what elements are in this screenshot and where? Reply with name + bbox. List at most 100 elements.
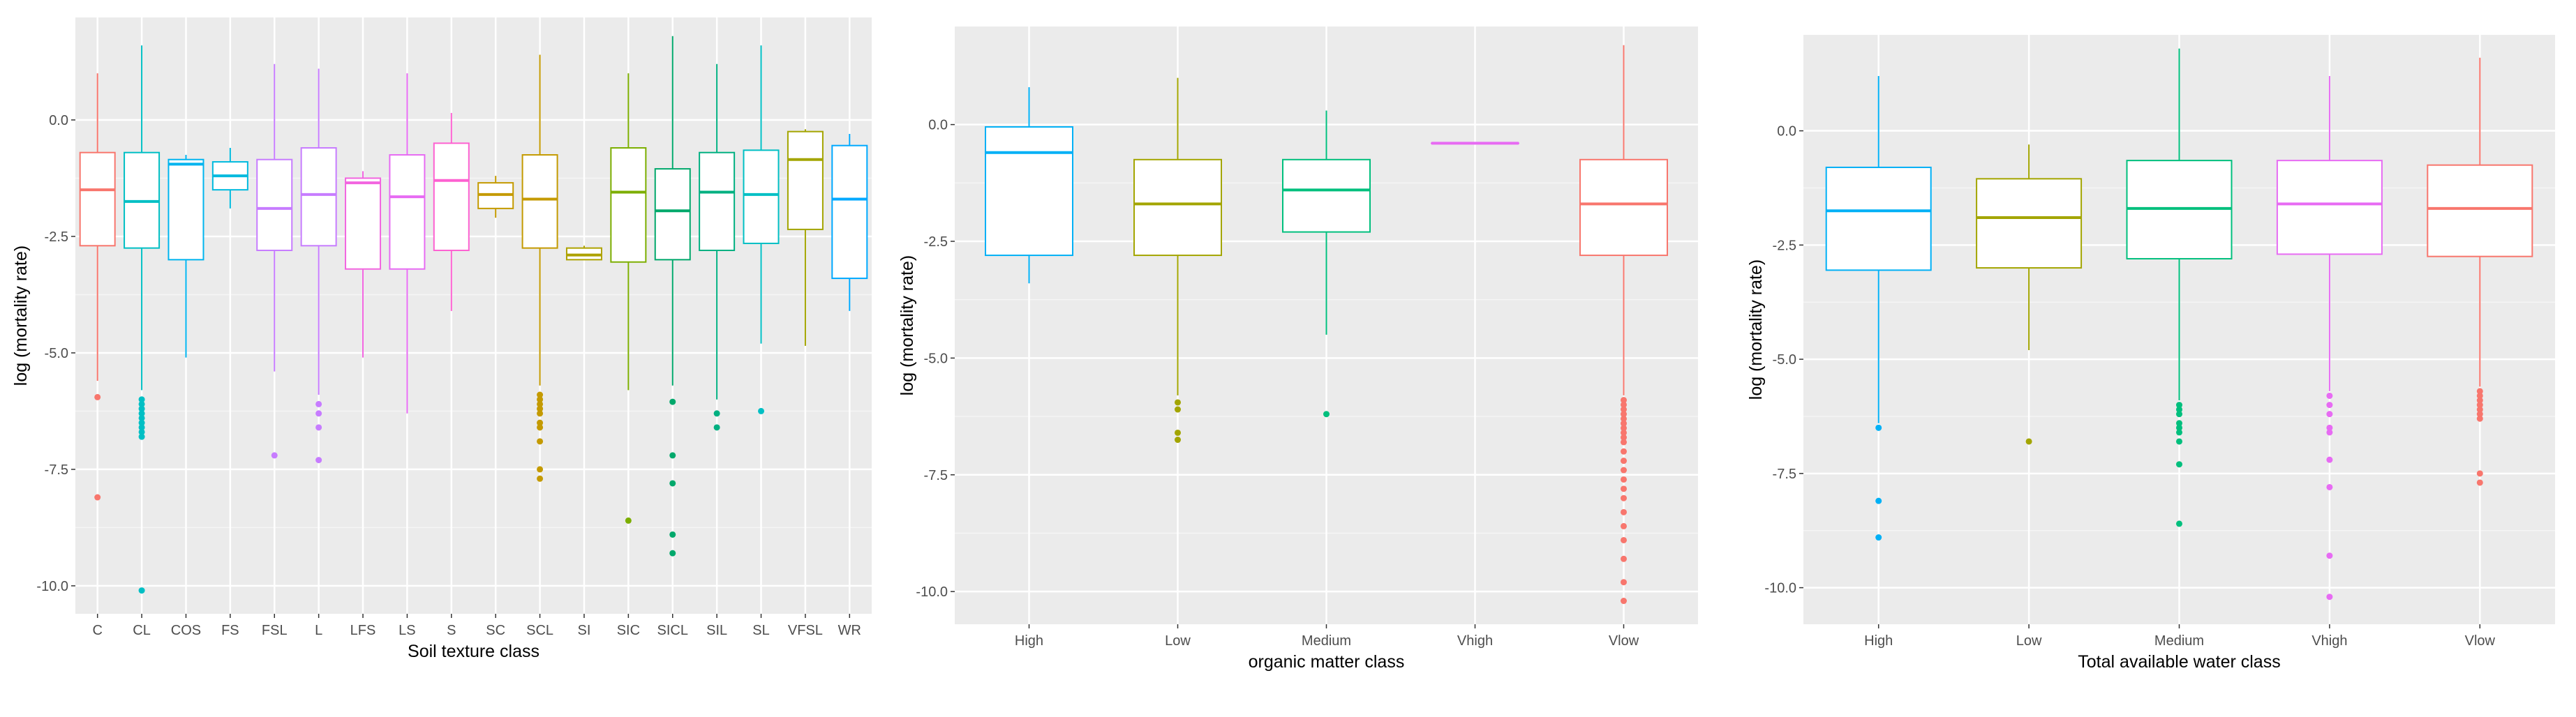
box-iqr: [1579, 158, 1668, 257]
outlier-point: [138, 405, 145, 412]
outlier-point: [138, 428, 145, 435]
box-fs: [211, 148, 248, 209]
outlier-point: [2326, 402, 2333, 409]
outlier-point: [2326, 392, 2333, 399]
outlier-point: [537, 419, 544, 426]
outlier-point: [669, 452, 676, 459]
x-tick-label: SIC: [617, 623, 640, 638]
chart-panel-1: 0.0 -2.5 -5.0 -7.5 -10.0 C CL COS FS FSL L LFS LS S SC…: [11, 17, 872, 661]
box-iqr: [345, 177, 382, 270]
outlier-point: [1621, 425, 1627, 432]
x-tick-label: C: [92, 623, 102, 638]
y-tick-label: -7.5: [45, 462, 68, 478]
box-sic: [610, 73, 647, 524]
box-iqr: [1976, 178, 2083, 269]
x-axis-title: Total available water class: [2078, 652, 2280, 672]
box-iqr: [167, 158, 204, 261]
x-tick-label: SL: [752, 623, 769, 638]
outlier-point: [2176, 420, 2182, 427]
outlier-point: [1621, 508, 1627, 515]
outlier-point: [2176, 461, 2182, 468]
outlier-point: [2176, 520, 2182, 527]
y-tick-label: -2.5: [1773, 238, 1796, 253]
x-tick-label: Low: [1165, 633, 1191, 649]
outlier-point: [315, 424, 322, 431]
y-tick-label: -2.5: [924, 234, 948, 250]
outlier-point: [1621, 598, 1627, 605]
outlier-point: [713, 424, 720, 431]
box-high: [1825, 75, 1932, 541]
box-iqr: [1282, 158, 1371, 233]
outlier-point: [315, 400, 322, 407]
outlier-point: [2476, 470, 2483, 477]
outlier-point: [1875, 534, 1882, 541]
outlier-point: [669, 531, 676, 538]
y-tick-label: -10.0: [1764, 581, 1796, 596]
box-iqr: [433, 142, 470, 251]
x-tick-label: VFSL: [788, 623, 823, 638]
plot-background: [75, 17, 872, 614]
y-tick-label: 0.0: [49, 113, 68, 128]
x-tick-label: Vlow: [1609, 633, 1639, 649]
outlier-point: [2025, 438, 2032, 445]
x-tick-label: LFS: [350, 623, 376, 638]
x-tick-label: Vhigh: [1457, 633, 1493, 649]
outlier-point: [2476, 479, 2483, 486]
outlier-point: [625, 517, 632, 524]
outlier-point: [537, 400, 544, 407]
box-sicl: [654, 36, 691, 557]
outlier-point: [2176, 402, 2182, 409]
outlier-point: [2176, 424, 2182, 431]
outlier-point: [1621, 579, 1627, 586]
box-sc: [477, 176, 514, 218]
outlier-point: [315, 457, 322, 464]
outlier-point: [2476, 406, 2483, 413]
outlier-point: [537, 466, 544, 473]
outlier-point: [138, 410, 145, 417]
outlier-point: [2476, 397, 2483, 404]
outlier-point: [2476, 411, 2483, 418]
outlier-point: [537, 410, 544, 417]
box-low: [1133, 77, 1222, 444]
outlier-point: [1621, 495, 1627, 501]
outlier-point: [2176, 406, 2182, 413]
outlier-point: [2326, 483, 2333, 490]
x-tick-label: FS: [221, 623, 239, 638]
box-iqr: [831, 144, 868, 280]
box-si: [565, 246, 602, 261]
outlier-point: [94, 494, 101, 501]
box-s: [433, 112, 470, 311]
y-tick-label: -5.0: [1773, 352, 1796, 368]
outlier-point: [537, 475, 544, 482]
x-tick-label: Medium: [2154, 633, 2204, 649]
y-tick-label: -10.0: [36, 579, 68, 594]
outlier-point: [2326, 552, 2333, 559]
box-scl: [521, 54, 558, 482]
outlier-point: [1323, 411, 1330, 418]
outlier-point: [1621, 555, 1627, 562]
y-tick-label: -7.5: [1773, 467, 1796, 482]
outlier-point: [2326, 429, 2333, 436]
outlier-point: [1621, 406, 1627, 413]
y-tick-label: -7.5: [924, 468, 948, 483]
chart-panel-3: 0.0 -2.5 -5.0 -7.5 -10.0 High Low Medium Vhigh Vl…: [1746, 35, 2555, 672]
outlier-point: [537, 438, 544, 445]
box-iqr: [300, 147, 337, 247]
box-iqr: [1825, 166, 1932, 271]
outlier-point: [1621, 397, 1627, 404]
box-vfsl: [787, 129, 824, 346]
outlier-point: [1621, 429, 1627, 436]
outlier-point: [1621, 485, 1627, 492]
box-c: [79, 73, 116, 501]
outlier-point: [1621, 434, 1627, 441]
outlier-point: [1621, 448, 1627, 455]
outlier-point: [2326, 424, 2333, 431]
outlier-point: [138, 424, 145, 431]
outlier-point: [138, 419, 145, 426]
outlier-point: [1621, 476, 1627, 483]
box-iqr: [985, 126, 1073, 257]
box-vlow: [2427, 57, 2533, 486]
y-tick-label: -10.0: [916, 584, 948, 600]
box-high: [985, 87, 1073, 284]
